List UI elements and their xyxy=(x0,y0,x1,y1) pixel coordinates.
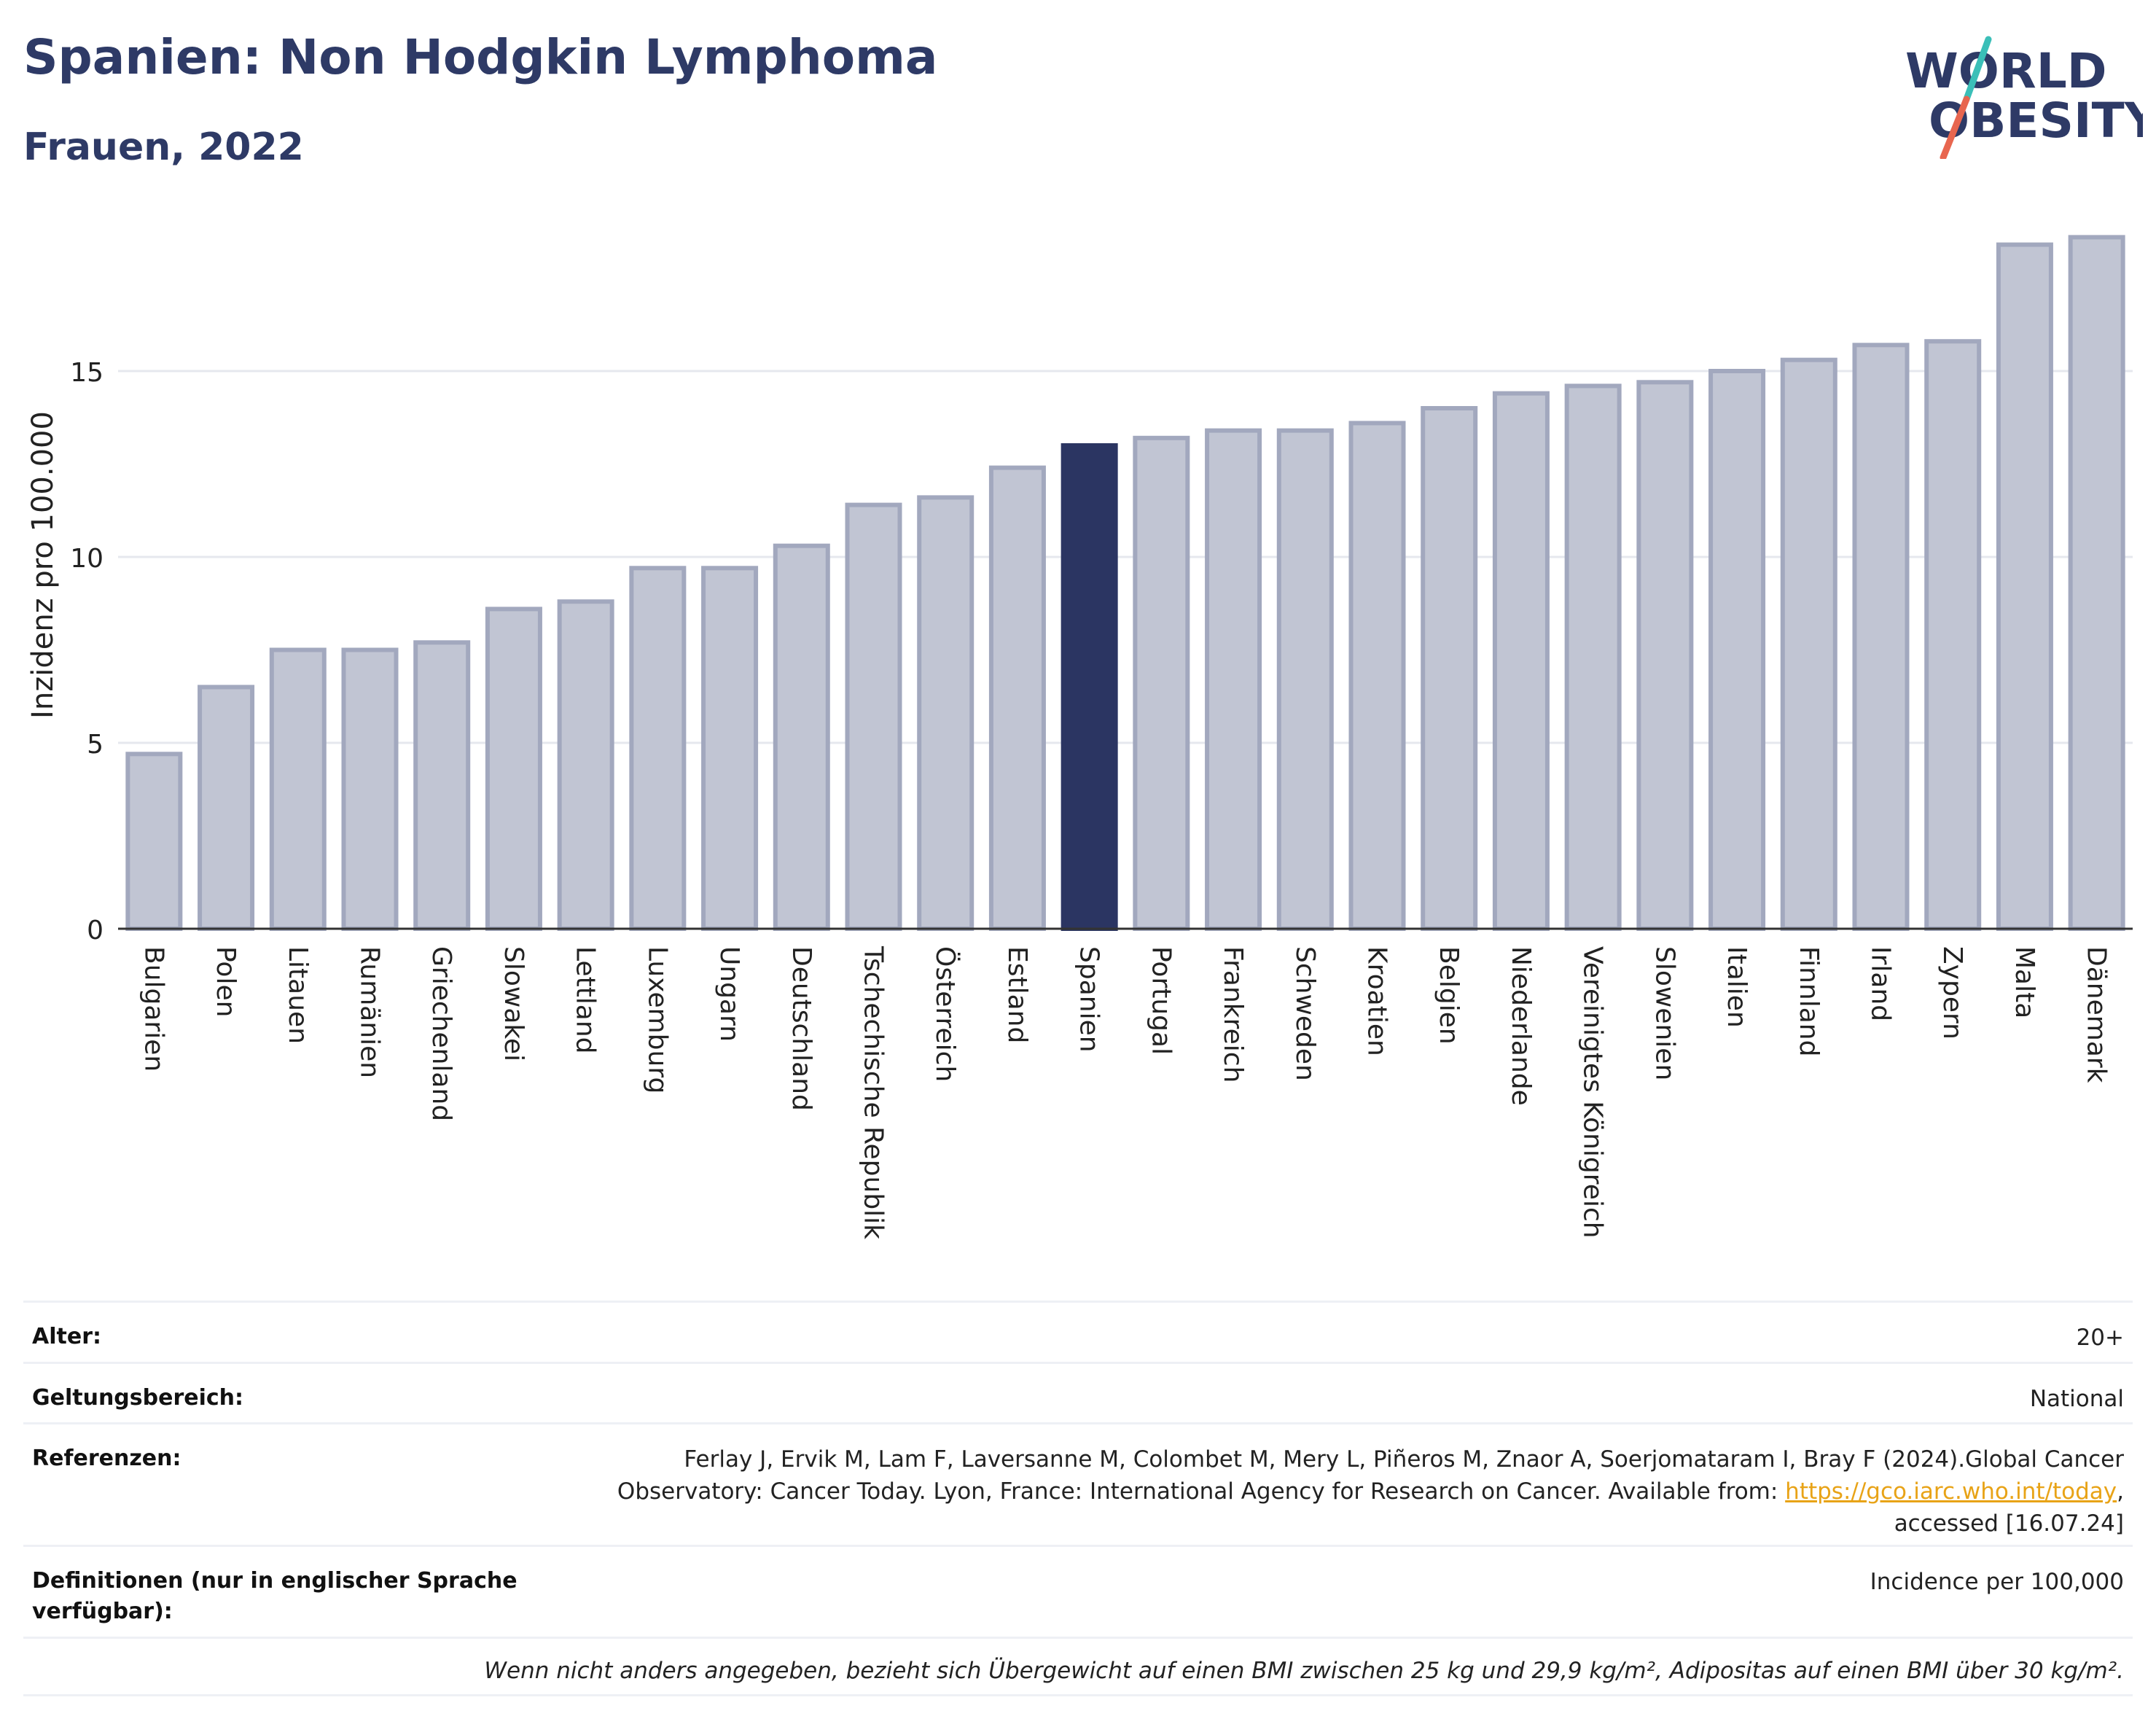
x-tick-label: Belgien xyxy=(1434,946,1464,1045)
x-tick-label: Polen xyxy=(211,946,241,1017)
references-label: Referenzen: xyxy=(32,1446,181,1471)
x-tick-label: Ungarn xyxy=(714,946,744,1042)
tick-labels: 0 5 10 15 Bulgarien Polen Litauen Rumänien Griec… xyxy=(70,358,2111,1239)
references-text-1: Ferlay J, Ervik M, Lam F, Laversanne M, … xyxy=(617,1446,2124,1505)
x-tick-label: Luxemburg xyxy=(642,946,672,1093)
x-tick-label: Italien xyxy=(1722,946,1751,1028)
bar-kroatien[interactable] xyxy=(1348,421,1406,931)
x-tick-label: Portugal xyxy=(1146,946,1176,1055)
x-tick-label: Finnland xyxy=(1794,946,1824,1056)
bar-irland[interactable] xyxy=(1852,343,1910,931)
x-tick-label: Slowenien xyxy=(1649,946,1679,1080)
scope-label: Geltungsbereich: xyxy=(32,1385,244,1411)
x-tick-label: Griechenland xyxy=(426,946,456,1121)
bar-finnland[interactable] xyxy=(1780,357,1837,931)
y-axis-label: Inzidenz pro 100.000 xyxy=(26,411,60,719)
chart-subtitle: Frauen, 2022 xyxy=(23,125,304,169)
scope-value: National xyxy=(2029,1386,2124,1412)
y-tick-label: 0 xyxy=(87,916,103,946)
bar-estland[interactable] xyxy=(988,465,1046,931)
x-tick-label: Schweden xyxy=(1290,946,1320,1081)
bar-deutschland[interactable] xyxy=(773,543,830,931)
x-tick-label: Slowakei xyxy=(499,946,528,1061)
x-tick-label: Dänemark xyxy=(2082,946,2112,1083)
bar-rumänien[interactable] xyxy=(341,647,399,931)
references-value: Ferlay J, Ervik M, Lam F, Laversanne M, … xyxy=(557,1443,2124,1545)
logo-line1: WORLD xyxy=(1905,43,2107,99)
bar-lettland[interactable] xyxy=(557,599,614,931)
bar-polen[interactable] xyxy=(198,685,255,931)
logo-slash-bottom xyxy=(1940,95,1970,159)
definitions-label: Definitionen (nur in englischer Sprache … xyxy=(32,1568,517,1624)
bar-malta[interactable] xyxy=(1996,242,2053,932)
chart-title: Spanien: Non Hodgkin Lymphoma xyxy=(23,29,938,85)
bar-bulgarien[interactable] xyxy=(125,752,183,932)
x-tick-label: Irland xyxy=(1866,946,1896,1021)
x-tick-label: Estland xyxy=(1002,946,1032,1043)
bar-zypern[interactable] xyxy=(1924,339,1982,931)
footnote: Wenn nicht anders angegeben, bezieht sic… xyxy=(23,1637,2133,1696)
meta-row-age: Alter: 20+ xyxy=(23,1301,2133,1362)
bar-vereinigtes-königreich[interactable] xyxy=(1564,383,1622,931)
x-tick-label: Frankreich xyxy=(1218,946,1248,1083)
x-tick-label: Litauen xyxy=(283,946,313,1044)
bar-chart: 0 5 10 15 Bulgarien Polen Litauen Rumänien Griec… xyxy=(26,235,2133,1239)
bar-italien[interactable] xyxy=(1708,369,1766,931)
meta-row-references: Referenzen: Ferlay J, Ervik M, Lam F, La… xyxy=(23,1422,2133,1545)
x-tick-label: Niederlande xyxy=(1506,946,1536,1106)
x-tick-label: Spanien xyxy=(1074,946,1104,1053)
bar-griechenland[interactable] xyxy=(413,640,471,931)
bar-niederlande[interactable] xyxy=(1492,391,1550,931)
definitions-value: Incidence per 100,000 xyxy=(1870,1569,2124,1595)
metadata-table: Alter: 20+ Geltungsbereich: National Ref… xyxy=(23,1301,2133,1696)
bar-luxemburg[interactable] xyxy=(629,566,687,931)
bar-dänemark[interactable] xyxy=(2068,235,2125,931)
bar-litauen[interactable] xyxy=(269,647,327,931)
age-value: 20+ xyxy=(2076,1325,2124,1351)
y-tick-label: 10 xyxy=(70,544,103,574)
bar-portugal[interactable] xyxy=(1133,435,1190,931)
x-tick-label: Vereinigtes Königreich xyxy=(1578,946,1608,1239)
x-tick-label: Lettland xyxy=(571,946,601,1054)
meta-row-definitions: Definitionen (nur in englischer Sprache … xyxy=(23,1545,2133,1637)
bar-schweden[interactable] xyxy=(1276,428,1334,931)
bar-belgien[interactable] xyxy=(1421,406,1478,931)
y-tick-label: 15 xyxy=(70,358,103,388)
x-tick-label: Bulgarien xyxy=(138,946,168,1072)
bars xyxy=(125,235,2125,932)
x-tick-label: Tschechische Republik xyxy=(859,946,888,1239)
bar-spanien[interactable] xyxy=(1061,443,1118,931)
x-tick-label: Rumänien xyxy=(355,946,385,1078)
bar-slowenien[interactable] xyxy=(1636,380,1694,931)
bar-slowakei[interactable] xyxy=(485,607,542,932)
y-tick-label: 5 xyxy=(87,730,103,760)
world-obesity-logo: WORLD OBESITY xyxy=(1905,36,2143,159)
x-tick-label: Deutschland xyxy=(786,946,816,1111)
x-tick-label: Kroatien xyxy=(1362,946,1392,1056)
meta-row-scope: Geltungsbereich: National xyxy=(23,1362,2133,1422)
x-tick-label: Malta xyxy=(2009,946,2039,1018)
bar-ungarn[interactable] xyxy=(701,566,759,931)
x-tick-label: Zypern xyxy=(1937,946,1967,1040)
age-label: Alter: xyxy=(32,1324,101,1349)
bar-frankreich[interactable] xyxy=(1205,428,1262,931)
x-tick-label: Österreich xyxy=(930,946,961,1082)
bar-österreich[interactable] xyxy=(917,495,975,931)
references-link[interactable]: https://gco.iarc.who.int/today xyxy=(1785,1478,2117,1505)
references-text-2: , accessed [16.07.24] xyxy=(1894,1478,2124,1537)
bar-tschechische-republik[interactable] xyxy=(845,502,902,931)
logo-slash-top xyxy=(1963,36,1992,103)
